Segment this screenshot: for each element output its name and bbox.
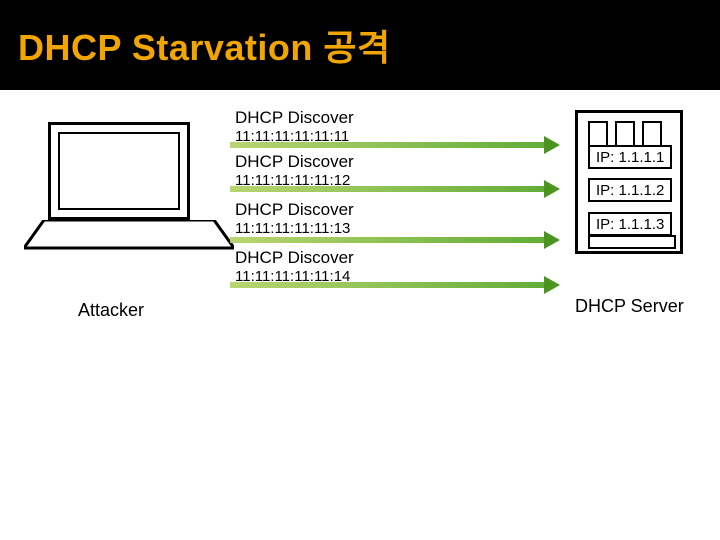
arrow-2 <box>230 186 560 192</box>
arrow-shaft <box>230 237 546 243</box>
arrow-head-icon <box>544 136 560 154</box>
dhcp-server-label: DHCP Server <box>575 296 684 317</box>
arrow-shaft <box>230 282 546 288</box>
server-slot-4 <box>588 235 676 249</box>
dhcp-discover-msg-3: DHCP Discover11:11:11:11:11:13 <box>235 200 354 237</box>
dhcp-discover-label: DHCP Discover <box>235 152 354 172</box>
ip-pool-tag-3: IP: 1.1.1.3 <box>588 212 672 236</box>
diagram-stage: Attacker DHCP Server DHCP Discover11:11:… <box>0 90 720 540</box>
arrow-head-icon <box>544 276 560 294</box>
attacker-label: Attacker <box>78 300 144 321</box>
dhcp-discover-mac: 11:11:11:11:11:13 <box>235 220 354 237</box>
laptop-screen-inner <box>58 132 180 210</box>
laptop-base <box>24 220 234 260</box>
dhcp-discover-msg-1: DHCP Discover11:11:11:11:11:11 <box>235 108 354 145</box>
arrow-shaft <box>230 186 546 192</box>
dhcp-discover-label: DHCP Discover <box>235 200 354 220</box>
page-title: DHCP Starvation 공격 <box>18 19 391 71</box>
ip-pool-tag-2: IP: 1.1.1.2 <box>588 178 672 202</box>
arrow-head-icon <box>544 180 560 198</box>
dhcp-discover-msg-4: DHCP Discover11:11:11:11:11:14 <box>235 248 354 285</box>
arrow-3 <box>230 237 560 243</box>
dhcp-discover-label: DHCP Discover <box>235 108 354 128</box>
arrow-1 <box>230 142 560 148</box>
ip-pool-tag-1: IP: 1.1.1.1 <box>588 145 672 169</box>
arrow-shaft <box>230 142 546 148</box>
dhcp-discover-msg-2: DHCP Discover11:11:11:11:11:12 <box>235 152 354 189</box>
arrow-head-icon <box>544 231 560 249</box>
dhcp-discover-label: DHCP Discover <box>235 248 354 268</box>
arrow-4 <box>230 282 560 288</box>
title-bar: DHCP Starvation 공격 <box>0 0 720 90</box>
